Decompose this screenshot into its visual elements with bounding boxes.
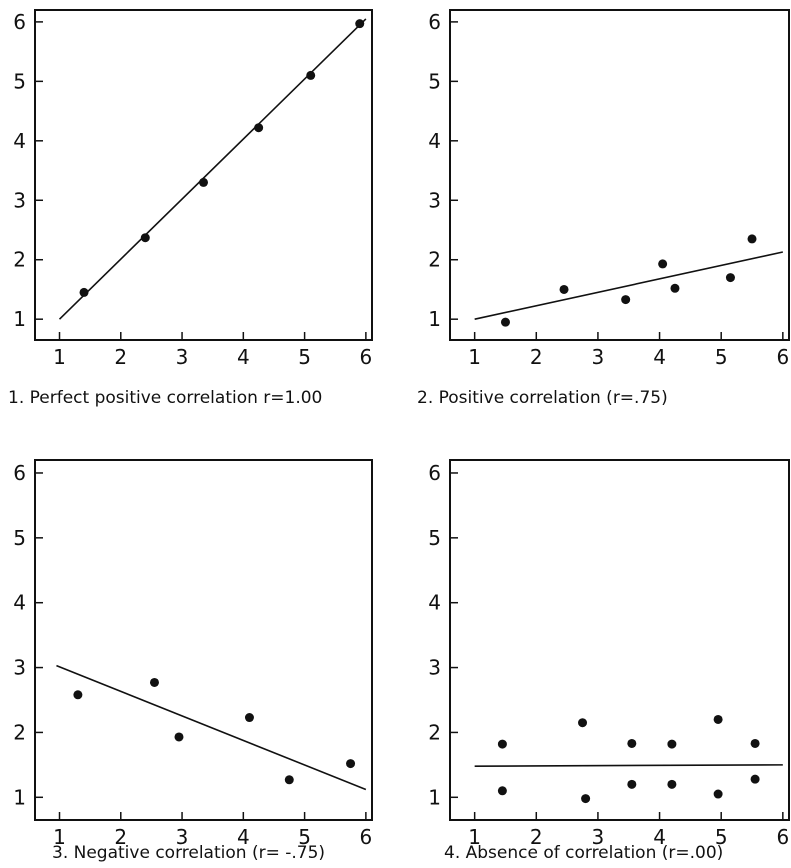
x-tick-label: 2 — [114, 825, 127, 849]
data-point — [559, 284, 569, 294]
data-point — [73, 690, 83, 700]
y-tick-label: 3 — [428, 188, 441, 212]
trend-line — [56, 664, 367, 791]
x-tick-label: 6 — [776, 345, 789, 369]
data-point — [174, 732, 184, 742]
data-point — [621, 295, 631, 305]
y-tick-label: 5 — [428, 69, 441, 93]
chart-2: 1 2 3 4 5 6 1 2 3 4 5 6 — [428, 9, 790, 369]
data-point — [497, 739, 507, 749]
x-tick-label: 1 — [468, 345, 481, 369]
x-tick-label: 6 — [360, 345, 373, 369]
plot-frame — [449, 459, 790, 821]
x-tick-label: 5 — [715, 345, 728, 369]
data-point — [670, 283, 680, 293]
y-tick-label: 4 — [13, 591, 26, 615]
data-point — [667, 779, 677, 789]
y-tick-label: 1 — [428, 307, 441, 331]
y-tick-label: 6 — [428, 10, 441, 34]
caption-chart-2: 2. Positive correlation (r=.75) — [417, 388, 668, 408]
y-tick-label: 2 — [13, 720, 26, 744]
x-tick-label: 4 — [237, 345, 250, 369]
caption-chart-1: 1. Perfect positive correlation r=1.00 — [8, 388, 323, 408]
x-tick-label: 2 — [530, 825, 543, 849]
y-tick-label: 4 — [428, 129, 441, 153]
x-tick-label: 4 — [653, 825, 666, 849]
y-tick-label: 4 — [13, 129, 26, 153]
data-point — [713, 714, 723, 724]
y-tick-label: 1 — [428, 785, 441, 809]
data-point — [627, 779, 637, 789]
data-point — [355, 19, 365, 29]
data-point — [578, 718, 588, 728]
x-tick-label: 1 — [53, 345, 66, 369]
y-tick-label: 3 — [13, 188, 26, 212]
data-point — [581, 794, 591, 804]
data-point — [254, 123, 264, 133]
data-point — [244, 713, 254, 723]
y-tick-label: 5 — [13, 526, 26, 550]
y-tick-label: 6 — [13, 461, 26, 485]
y-tick-label: 2 — [13, 248, 26, 272]
plot-frame — [34, 9, 373, 341]
data-point — [713, 789, 723, 799]
y-tick-label: 5 — [428, 526, 441, 550]
x-tick-label: 2 — [530, 345, 543, 369]
caption-chart-3: 3. Negative correlation (r= -.75) — [52, 843, 326, 863]
y-tick-label: 4 — [428, 591, 441, 615]
x-tick-label: 2 — [114, 345, 127, 369]
data-point — [79, 287, 89, 297]
data-point — [750, 738, 760, 748]
data-point — [284, 775, 294, 785]
y-tick-label: 2 — [428, 248, 441, 272]
x-tick-label: 3 — [592, 825, 605, 849]
x-tick-label: 1 — [468, 825, 481, 849]
data-point — [667, 739, 677, 749]
chart-3: 1 2 3 4 5 6 1 2 3 4 5 6 — [13, 459, 373, 849]
data-point — [747, 234, 757, 244]
data-point — [500, 317, 510, 327]
trend-line — [474, 764, 783, 767]
data-point — [140, 233, 150, 243]
data-point — [306, 70, 316, 80]
data-point — [346, 759, 356, 769]
x-tick-label: 6 — [776, 825, 789, 849]
x-tick-label: 4 — [237, 825, 250, 849]
x-tick-label: 5 — [298, 345, 311, 369]
x-tick-label: 5 — [298, 825, 311, 849]
x-tick-label: 6 — [360, 825, 373, 849]
data-point — [627, 738, 637, 748]
data-point — [725, 273, 735, 283]
plot-frame — [34, 459, 373, 821]
data-point — [497, 786, 507, 796]
trend-line — [474, 251, 784, 320]
x-tick-label: 1 — [53, 825, 66, 849]
chart-4: 1 2 3 4 5 6 1 2 3 4 5 6 — [428, 459, 790, 849]
y-tick-label: 3 — [13, 656, 26, 680]
y-tick-label: 1 — [13, 307, 26, 331]
x-tick-label: 4 — [653, 345, 666, 369]
plot-frame — [449, 9, 790, 341]
x-tick-label: 3 — [592, 345, 605, 369]
trend-line — [58, 18, 367, 320]
data-point — [199, 177, 208, 187]
y-tick-label: 2 — [428, 720, 441, 744]
data-point — [149, 677, 159, 687]
y-tick-label: 6 — [428, 461, 441, 485]
x-tick-label: 3 — [176, 825, 189, 849]
x-tick-label: 3 — [176, 345, 189, 369]
caption-chart-4: 4. Absence of correlation (r=.00) — [444, 843, 724, 863]
y-tick-label: 6 — [13, 10, 26, 34]
data-point — [750, 774, 760, 784]
x-tick-label: 5 — [715, 825, 728, 849]
y-tick-label: 1 — [13, 785, 26, 809]
data-point — [658, 259, 668, 269]
y-tick-label: 5 — [13, 69, 26, 93]
y-tick-label: 3 — [428, 656, 441, 680]
chart-1: 1 2 3 4 5 6 1 2 3 4 5 6 — [13, 9, 373, 369]
